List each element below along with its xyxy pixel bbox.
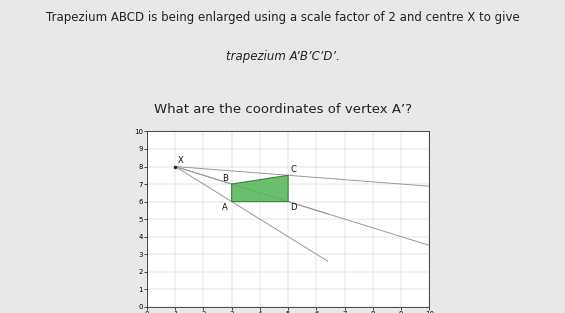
Text: A: A — [221, 203, 227, 212]
Text: B: B — [223, 174, 228, 183]
Text: trapezium A’B’C’D’.: trapezium A’B’C’D’. — [225, 50, 340, 63]
Text: D: D — [290, 203, 297, 212]
Text: X: X — [177, 156, 183, 165]
Polygon shape — [232, 175, 288, 202]
Text: C: C — [290, 165, 296, 174]
Text: Trapezium ABCD is being enlarged using a scale factor of 2 and centre X to give: Trapezium ABCD is being enlarged using a… — [46, 11, 519, 23]
Text: What are the coordinates of vertex A’?: What are the coordinates of vertex A’? — [154, 103, 411, 115]
